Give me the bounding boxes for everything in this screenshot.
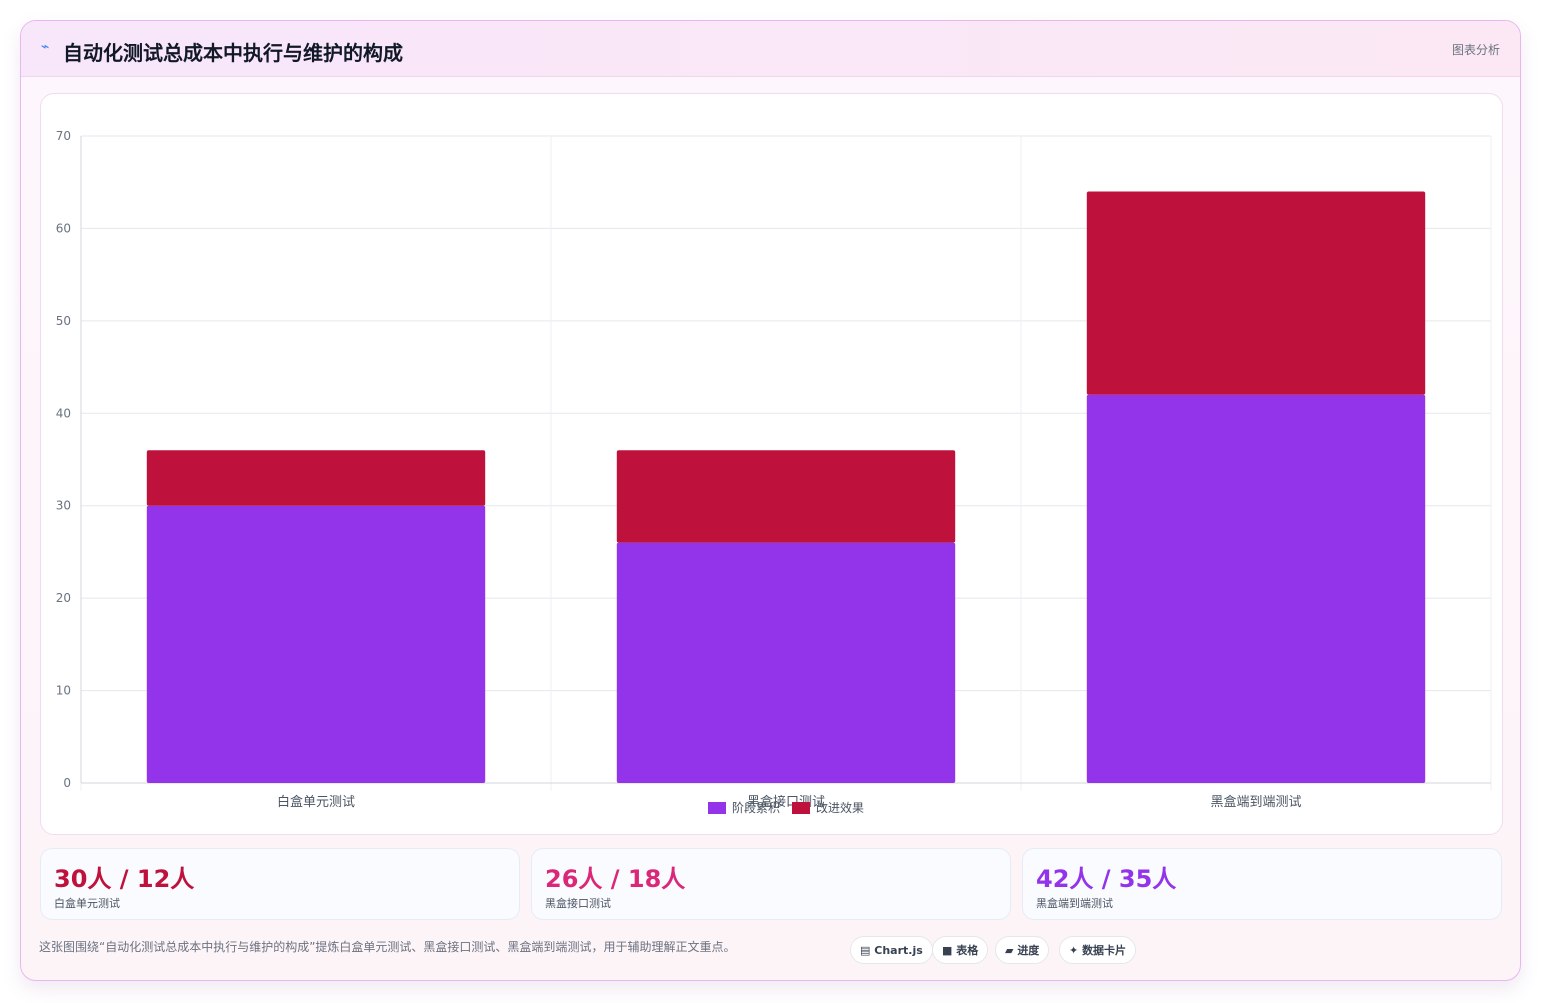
- y-tick-label: 20: [56, 591, 71, 605]
- x-tick-label: 黑盒端到端测试: [1210, 794, 1301, 810]
- y-tick-label: 30: [56, 499, 71, 513]
- card-header: ⌁ 自动化测试总成本中执行与维护的构成 图表分析: [21, 21, 1520, 77]
- bar-segment: [146, 450, 486, 506]
- stat-card-black-box-e2e: 42人 / 35人 黑盒端到端测试: [1022, 848, 1502, 920]
- stat-card-white-box-unit: 30人 / 12人 白盒单元测试: [40, 848, 520, 920]
- chip-chartjs[interactable]: ▤ Chart.js: [850, 936, 933, 964]
- bar-segment: [616, 450, 956, 543]
- progress-icon: ▰: [1005, 944, 1014, 957]
- stat-label: 白盒单元测试: [54, 897, 120, 910]
- chart-icon: ▤: [860, 944, 871, 957]
- stat-label: 黑盒端到端测试: [1036, 897, 1113, 910]
- legend-label: 改进效果: [816, 800, 864, 815]
- stat-value: 26人 / 18人: [545, 865, 686, 893]
- bar-segment: [146, 505, 486, 783]
- bar-segment: [616, 542, 956, 783]
- chip-progress[interactable]: ▰ 进度: [995, 936, 1050, 964]
- y-tick-label: 40: [56, 406, 71, 420]
- chip-data-card[interactable]: ✦ 数据卡片: [1059, 936, 1137, 964]
- legend-swatch: [708, 802, 726, 814]
- stat-card-black-box-api: 26人 / 18人 黑盒接口测试: [531, 848, 1011, 920]
- chip-label: 数据卡片: [1082, 944, 1127, 957]
- bar-segment: [1086, 191, 1426, 395]
- chip-label: Chart.js: [874, 944, 923, 957]
- chart-panel: 0 10 20 30 40 50 60 70 白盒单元测试 黑盒接口测试 黑盒端到端测试 阶段累积 改进…: [40, 93, 1503, 835]
- legend-swatch: [792, 802, 810, 814]
- sparkle-icon: ✦: [1069, 944, 1079, 957]
- legend-label: 阶段累积: [732, 800, 780, 815]
- chart-card: ⌁ 自动化测试总成本中执行与维护的构成 图表分析 0 10 20 30 40 50 60 70…: [20, 20, 1521, 981]
- stat-label: 黑盒接口测试: [545, 897, 611, 910]
- chip-label: 表格: [956, 944, 979, 957]
- chart-title: 自动化测试总成本中执行与维护的构成: [63, 41, 403, 65]
- y-tick-label: 10: [56, 684, 71, 698]
- y-tick-label: 0: [63, 776, 71, 790]
- stat-value: 42人 / 35人: [1036, 865, 1177, 893]
- trend-line-icon: ⌁: [41, 39, 50, 55]
- chip-table[interactable]: ■ 表格: [932, 936, 989, 964]
- x-tick-label: 白盒单元测试: [277, 794, 355, 810]
- chip-label: 进度: [1017, 944, 1040, 957]
- y-tick-label: 70: [56, 129, 71, 143]
- chart-caption: 这张图围绕“自动化测试总成本中执行与维护的构成”提炼白盒单元测试、黑盒接口测试、…: [39, 940, 736, 954]
- y-tick-label: 60: [56, 221, 71, 235]
- stat-value: 30人 / 12人: [54, 865, 195, 893]
- chart-analysis-tag: 图表分析: [1451, 43, 1500, 57]
- y-tick-label: 50: [56, 314, 71, 328]
- bar-segment: [1086, 394, 1426, 783]
- table-icon: ■: [942, 944, 953, 957]
